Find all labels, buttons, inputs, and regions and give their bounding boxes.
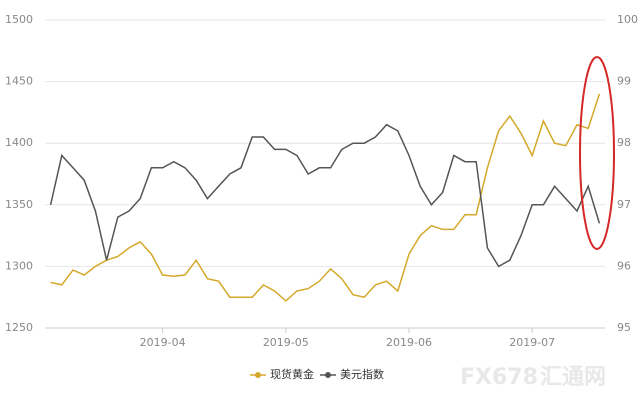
y2-tick-label: 98 [617,136,631,149]
highlight-ellipse [579,56,615,250]
watermark-brand: FX678 [460,365,538,390]
legend-label: 现货黄金 [270,367,314,381]
y-tick-label: 1350 [5,198,33,211]
y2-tick-label: 100 [617,13,638,26]
y2-tick-label: 99 [617,75,631,88]
x-tick-label: 2019-04 [140,336,186,349]
series-line [50,93,601,302]
y2-tick-label: 96 [617,259,631,272]
legend-marker [325,372,331,378]
y-tick-label: 1450 [5,75,33,88]
watermark-name: 汇通网 [540,365,606,390]
x-tick-label: 2019-05 [263,336,309,349]
series-line [49,123,601,268]
x-tick-label: 2019-07 [509,336,555,349]
x-tick-label: 2019-06 [386,336,432,349]
y-tick-label: 1300 [5,259,33,272]
y-tick-label: 1250 [5,321,33,334]
plot: 1250 1300 1350 1400 1450 1500 95 96 97 98 99 100 201… [5,13,638,381]
y-tick-label: 1500 [5,13,33,26]
y2-tick-label: 95 [617,321,631,334]
legend-marker [255,372,261,378]
y-tick-label: 1400 [5,136,33,149]
y2-tick-label: 97 [617,198,631,211]
legend-label: 美元指数 [340,367,384,381]
